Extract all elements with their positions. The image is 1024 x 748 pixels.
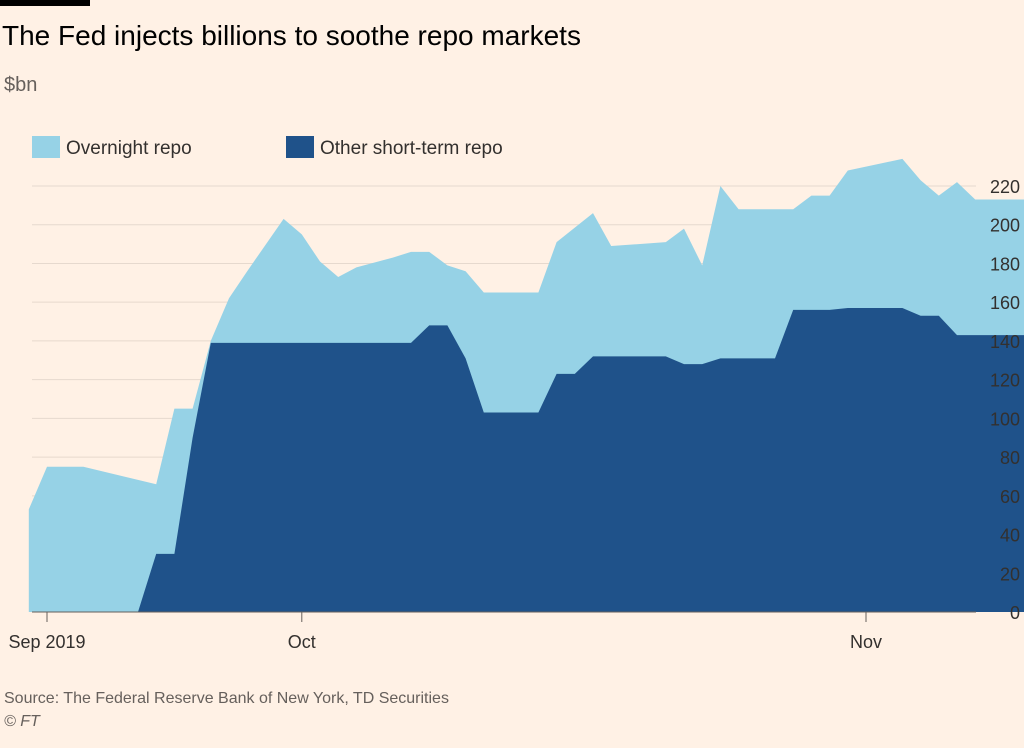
y-tick-label-60: 60 bbox=[1000, 487, 1020, 507]
y-tick-label-140: 140 bbox=[990, 332, 1020, 352]
y-tick-label-80: 80 bbox=[1000, 448, 1020, 468]
y-tick-label-220: 220 bbox=[990, 177, 1020, 197]
legend-swatch-1 bbox=[286, 136, 314, 158]
x-tick-label-2: Nov bbox=[850, 632, 882, 652]
x-tick-label-1: Oct bbox=[288, 632, 316, 652]
brand-bar bbox=[0, 0, 90, 6]
legend-label-0: Overnight repo bbox=[66, 138, 192, 159]
y-tick-label-200: 200 bbox=[990, 216, 1020, 236]
legend-swatch-0 bbox=[32, 136, 60, 158]
legend-label-1: Other short-term repo bbox=[320, 138, 503, 159]
area-chart: 0 20 40 60 80 100 120 140 160 180 200 220 Sep 2019 Oc… bbox=[8, 136, 1024, 652]
y-tick-label-0: 0 bbox=[1010, 603, 1020, 623]
copyright-note: © FT bbox=[4, 713, 40, 730]
chart-subtitle: $bn bbox=[4, 74, 38, 96]
y-tick-label-120: 120 bbox=[990, 371, 1020, 391]
y-tick-label-180: 180 bbox=[990, 254, 1020, 274]
x-tick-label-0: Sep 2019 bbox=[8, 632, 85, 652]
y-tick-label-160: 160 bbox=[990, 293, 1020, 313]
chart-title: The Fed injects billions to soothe repo … bbox=[2, 20, 581, 51]
y-tick-label-100: 100 bbox=[990, 409, 1020, 429]
series-area-other-short-term-repo bbox=[138, 307, 1024, 612]
source-note: Source: The Federal Reserve Bank of New … bbox=[4, 690, 449, 707]
y-tick-label-40: 40 bbox=[1000, 526, 1020, 546]
y-tick-label-20: 20 bbox=[1000, 564, 1020, 584]
